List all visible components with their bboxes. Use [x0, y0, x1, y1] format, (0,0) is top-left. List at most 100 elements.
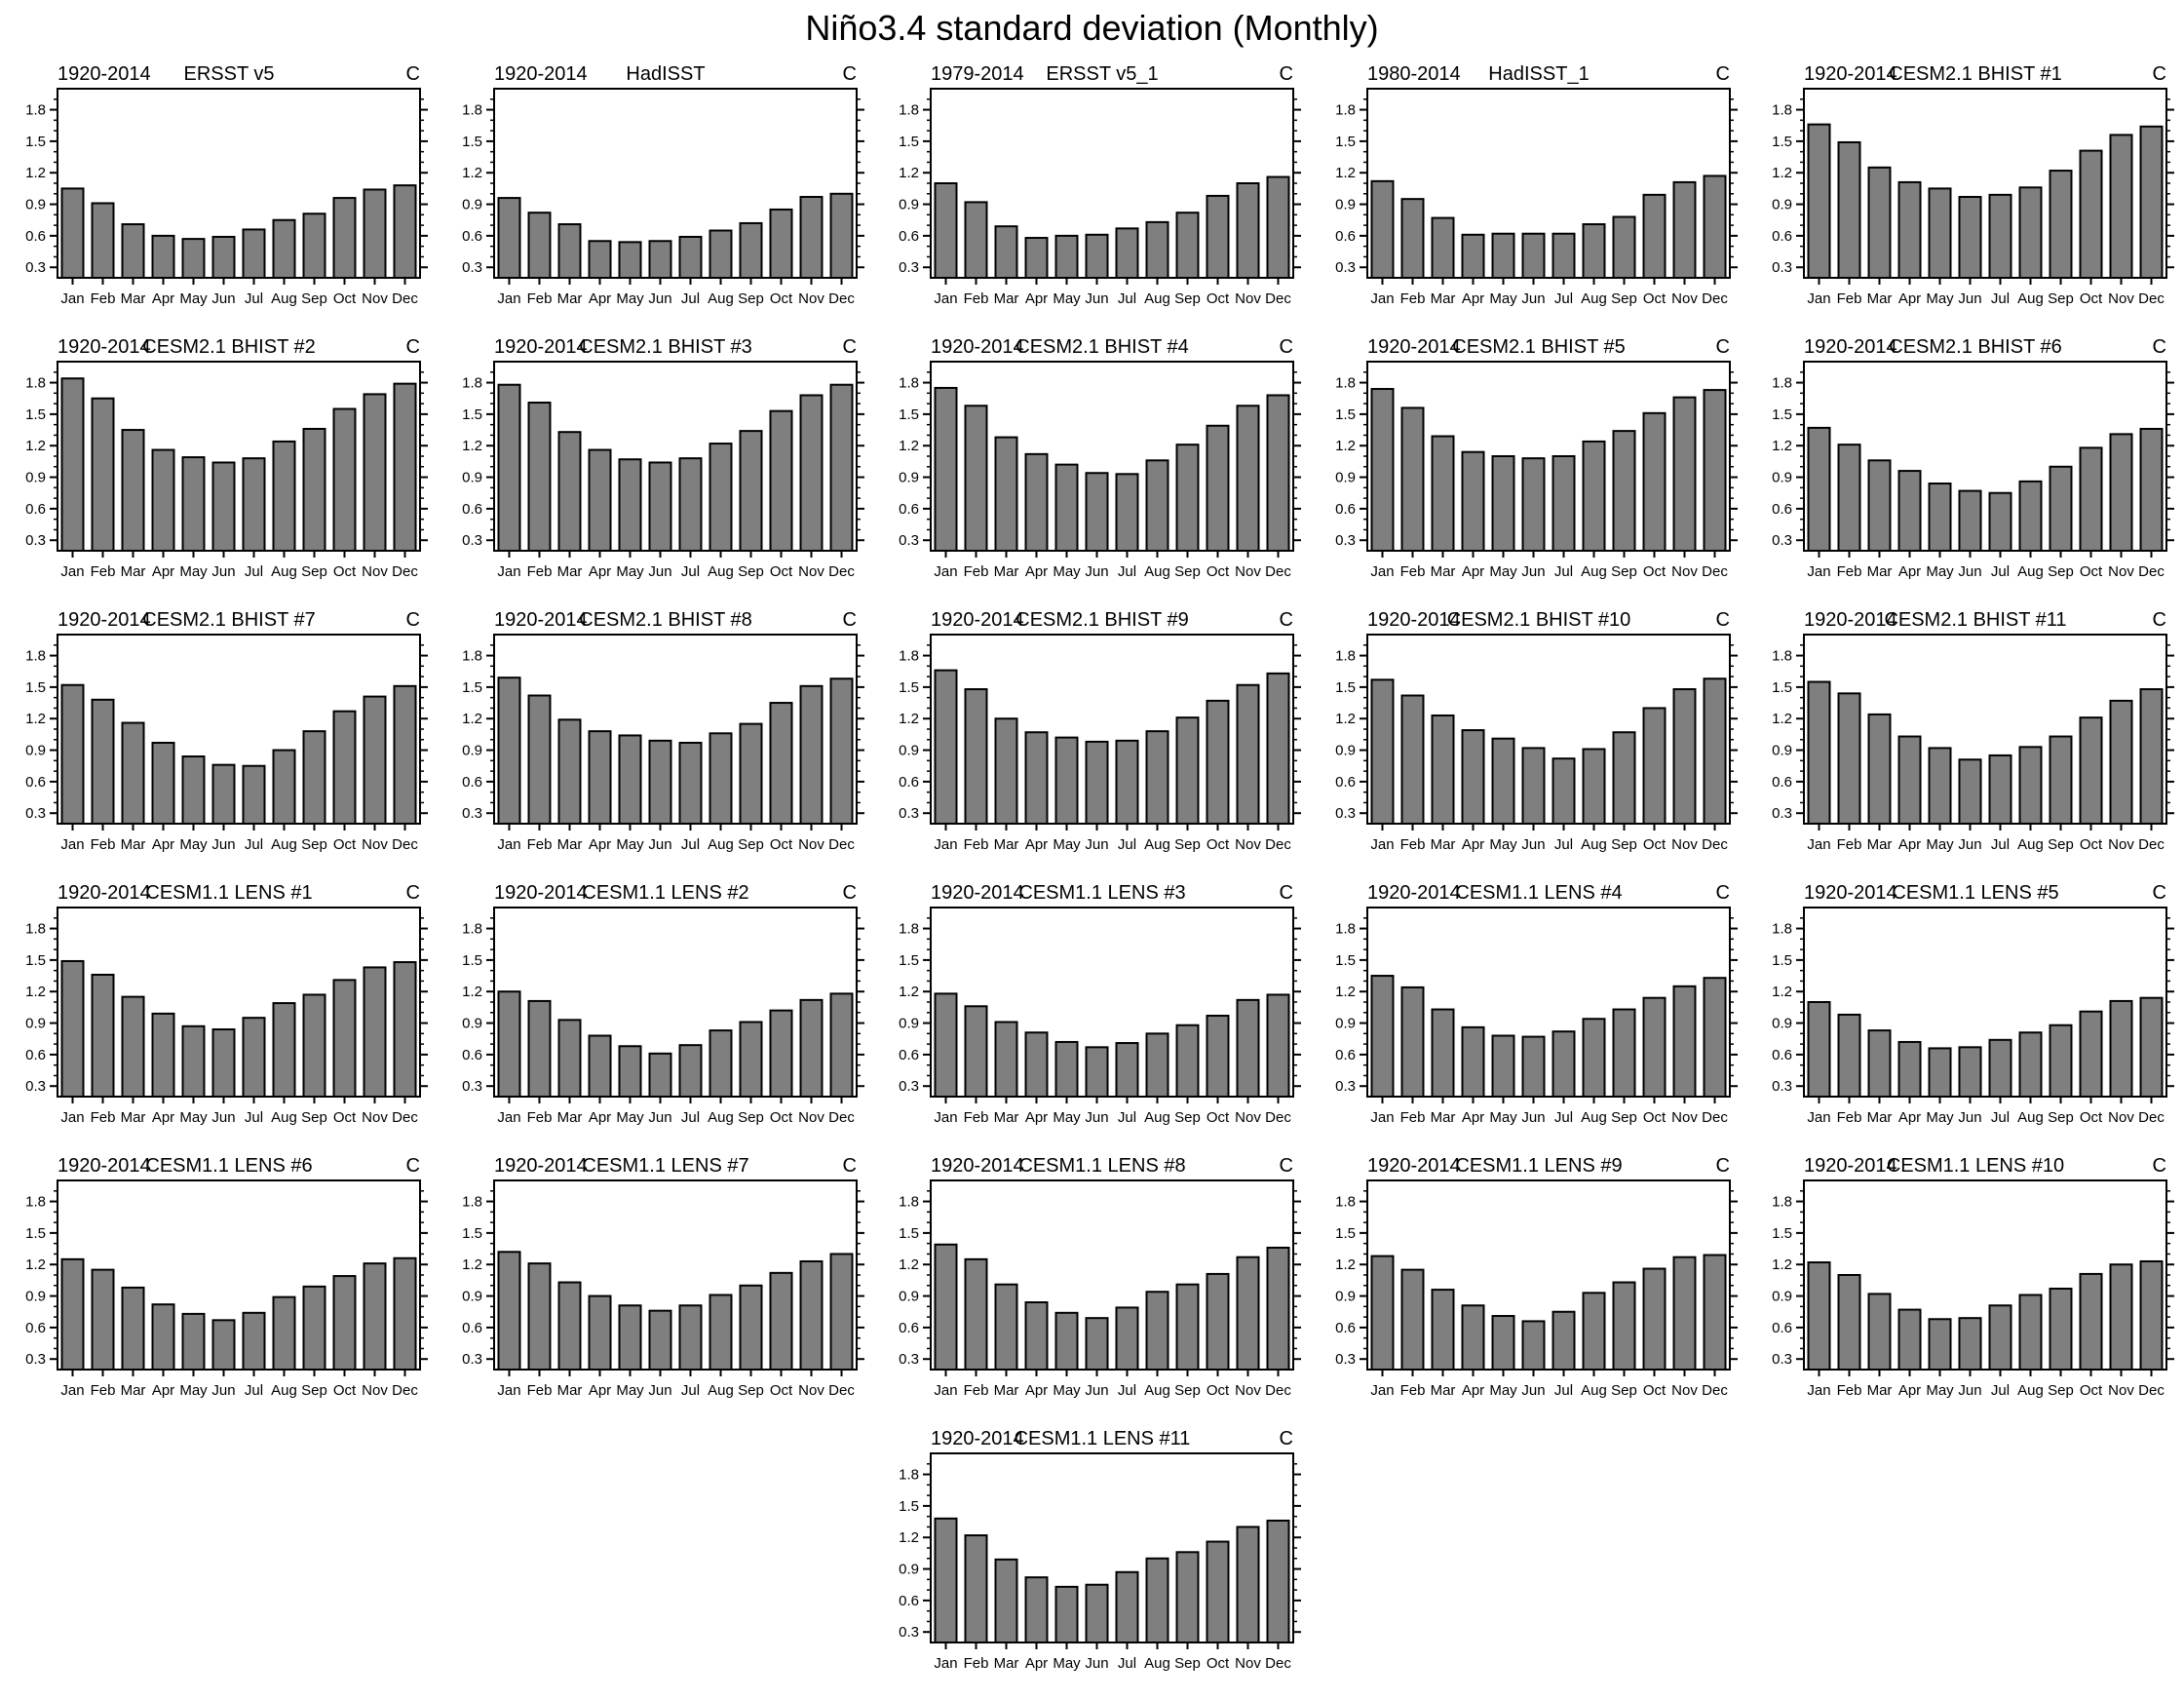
x-tick-label: Dec	[392, 290, 418, 307]
bar-aug	[1145, 459, 1169, 552]
bar-sep	[1175, 1024, 1200, 1098]
bar-jun	[1521, 457, 1546, 552]
chart-panel: 1920-2014 CESM1.1 LENS #3 C 0.3 0.6 0.9 1.2 1.5…	[874, 875, 1311, 1148]
y-tick-label: 0.9	[25, 743, 46, 759]
x-tick-label: Oct	[1207, 836, 1230, 853]
x-tick-label: Apr	[1898, 563, 1921, 580]
bar-nov	[1672, 1256, 1697, 1371]
chart-panel: 1920-2014 CESM2.1 BHIST #10 C 0.3 0.6 0.9 1.2 1…	[1311, 602, 1747, 875]
bar-oct	[2079, 446, 2103, 552]
bar-sep	[302, 730, 326, 825]
bar-mar	[557, 223, 582, 280]
bar-apr	[588, 730, 612, 825]
bar-aug	[272, 440, 296, 552]
x-tick-label: Nov	[798, 1109, 824, 1126]
y-tick-label: 1.2	[462, 1256, 482, 1273]
bar-dec	[1266, 394, 1290, 552]
bar-sep	[2049, 1288, 2073, 1371]
panel-unit-label: C	[2153, 63, 2166, 85]
bar-nov	[799, 1259, 824, 1371]
y-tick-label: 1.2	[1772, 984, 1792, 1000]
bar-dec	[2139, 996, 2164, 1098]
bar-mar	[994, 717, 1018, 825]
x-tick-label: Mar	[557, 1382, 583, 1399]
panel-title: CESM2.1 BHIST #5	[1452, 336, 1625, 358]
panel-period: 1920-2014	[494, 1155, 588, 1177]
bar-apr	[1897, 180, 1922, 279]
x-tick-label: Dec	[392, 563, 418, 580]
y-tick-label: 1.5	[462, 679, 482, 696]
x-tick-label: Oct	[2080, 1382, 2103, 1399]
x-tick-label: Aug	[708, 1382, 734, 1399]
bar-jul	[1988, 753, 2012, 825]
x-tick-label: Aug	[1581, 563, 1607, 580]
x-tick-label: Feb	[1400, 836, 1426, 853]
y-tick-label: 0.6	[1772, 228, 1792, 245]
x-tick-label: Jan	[934, 1655, 957, 1672]
bar-may	[1054, 234, 1079, 279]
bar-jun	[648, 461, 672, 552]
bar-aug	[1145, 1557, 1169, 1643]
bar-jul	[678, 235, 703, 279]
bar-mar	[1867, 713, 1892, 825]
panel-title: CESM2.1 BHIST #7	[142, 609, 315, 631]
bar-apr	[1461, 1304, 1485, 1371]
y-tick-label: 1.8	[1335, 102, 1356, 119]
x-tick-label: Jan	[1807, 1382, 1830, 1399]
bar-jan	[934, 992, 958, 1098]
x-tick-label: May	[1053, 836, 1081, 853]
x-tick-label: Dec	[2138, 563, 2165, 580]
x-tick-label: Oct	[1643, 563, 1667, 580]
x-tick-label: May	[179, 290, 208, 307]
bar-oct	[2079, 716, 2103, 825]
x-tick-label: Aug	[1581, 836, 1607, 853]
bar-oct	[1642, 996, 1667, 1098]
y-tick-label: 1.2	[25, 1256, 46, 1273]
bar-dec	[1266, 1519, 1290, 1643]
x-tick-label: Nov	[2108, 290, 2134, 307]
bar-sep	[1175, 1283, 1200, 1371]
bar-dec	[1703, 677, 1727, 826]
x-tick-label: Mar	[557, 836, 583, 853]
x-tick-label: Aug	[271, 290, 297, 307]
bar-aug	[2018, 186, 2043, 279]
x-tick-label: Jul	[681, 836, 700, 853]
bar-sep	[1612, 215, 1636, 280]
x-tick-label: Jun	[1521, 563, 1545, 580]
panel-title: CESM1.1 LENS #4	[1455, 882, 1622, 904]
y-tick-label: 1.2	[1772, 711, 1792, 727]
y-tick-label: 1.5	[899, 1225, 919, 1242]
x-tick-label: Dec	[392, 1109, 418, 1126]
x-tick-label: Apr	[1462, 1109, 1484, 1126]
bar-dec	[1266, 175, 1290, 279]
panel-unit-label: C	[1280, 1428, 1293, 1449]
x-tick-label: Dec	[1265, 290, 1291, 307]
bar-nov	[2109, 999, 2133, 1098]
bar-jun	[1521, 1320, 1546, 1372]
y-tick-label: 1.5	[462, 952, 482, 969]
bar-feb	[1837, 1013, 1861, 1098]
bar-jan	[497, 1251, 521, 1371]
x-tick-label: Jan	[497, 1109, 520, 1126]
panel-unit-label: C	[406, 336, 420, 358]
x-tick-label: Oct	[333, 1109, 357, 1126]
x-tick-label: Apr	[1025, 1655, 1048, 1672]
panel-period: 1979-2014	[931, 63, 1024, 85]
bar-mar	[994, 436, 1018, 552]
x-tick-label: Dec	[2138, 836, 2165, 853]
y-tick-label: 0.6	[462, 1047, 482, 1063]
bar-nov	[1236, 998, 1260, 1098]
x-tick-label: May	[616, 1109, 644, 1126]
y-tick-label: 1.2	[899, 1529, 919, 1546]
bar-feb	[964, 405, 988, 553]
x-tick-label: Aug	[2017, 1382, 2044, 1399]
y-tick-label: 0.6	[899, 228, 919, 245]
y-tick-label: 0.6	[1335, 774, 1356, 791]
bar-aug	[709, 443, 733, 552]
panel-title: CESM1.1 LENS #2	[582, 882, 748, 904]
bar-sep	[739, 1284, 763, 1371]
bar-may	[1928, 187, 1952, 279]
x-tick-label: Aug	[708, 563, 734, 580]
